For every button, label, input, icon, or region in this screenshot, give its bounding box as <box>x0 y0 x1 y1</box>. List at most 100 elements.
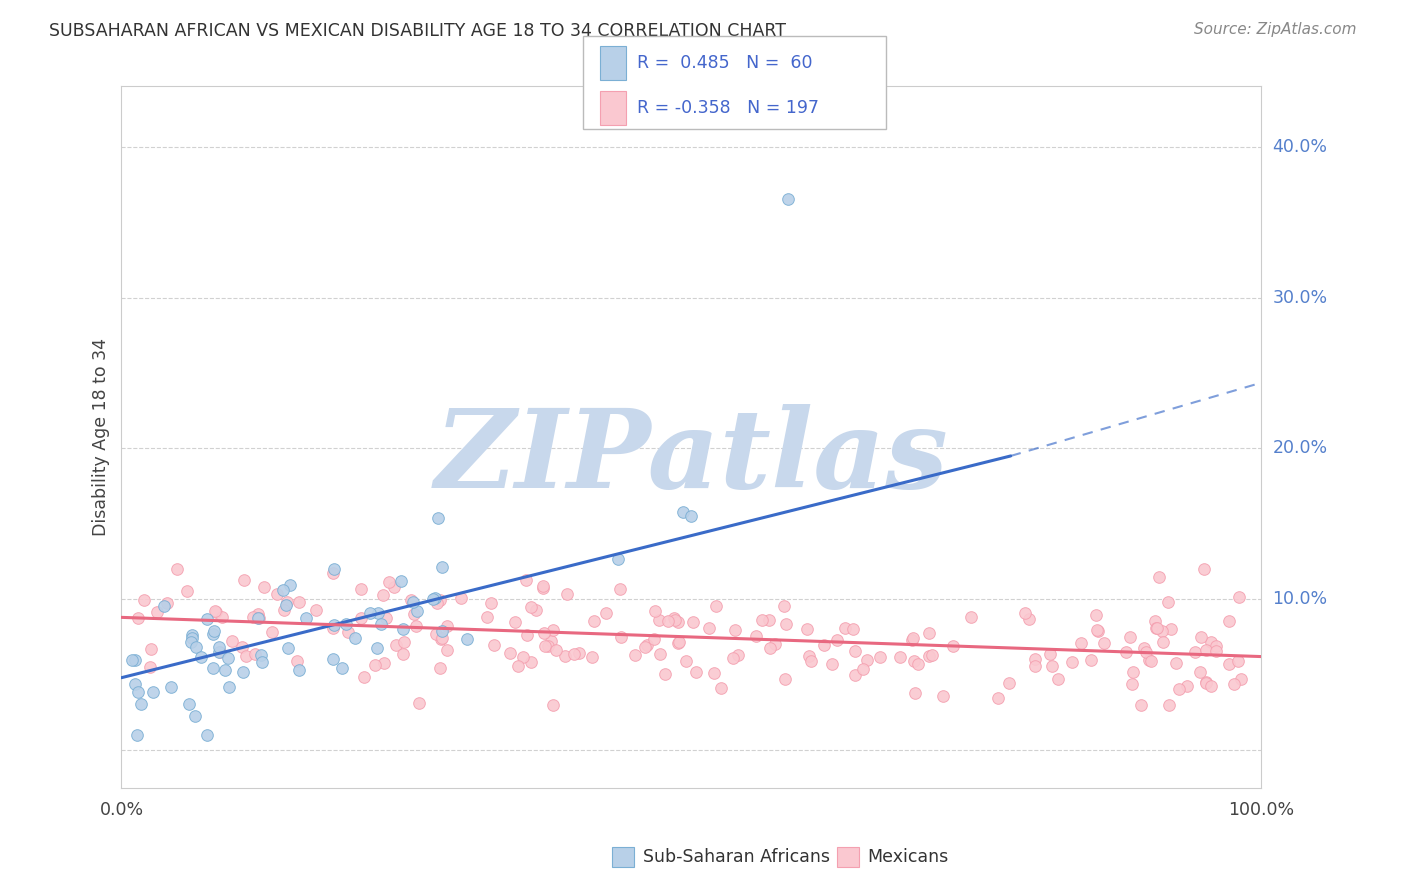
Point <box>520 600 543 615</box>
Point <box>1205 644 1227 658</box>
Text: Source: ZipAtlas.com: Source: ZipAtlas.com <box>1194 22 1357 37</box>
Point <box>710 681 733 695</box>
Point <box>555 587 578 601</box>
Point <box>773 599 796 613</box>
Point <box>124 677 146 691</box>
Point <box>125 728 148 742</box>
Text: 20.0%: 20.0% <box>1272 440 1327 458</box>
Point <box>1018 612 1040 626</box>
Point <box>724 624 747 638</box>
Point <box>554 648 576 663</box>
Point <box>378 574 401 589</box>
Point <box>505 615 527 630</box>
Point <box>1205 639 1227 653</box>
Point <box>1218 614 1240 628</box>
Point <box>232 665 254 680</box>
Point <box>540 634 562 648</box>
Point <box>907 657 929 671</box>
Point <box>367 606 389 620</box>
Point <box>869 650 891 665</box>
Point <box>249 648 271 662</box>
Point <box>1152 634 1174 648</box>
Point <box>429 592 451 607</box>
Point <box>682 615 704 630</box>
Text: Sub-Saharan Africans: Sub-Saharan Africans <box>643 848 830 866</box>
Point <box>129 697 152 711</box>
Point <box>745 629 768 643</box>
Point <box>1144 621 1167 635</box>
Point <box>359 606 381 620</box>
Point <box>190 650 212 665</box>
Point <box>903 631 925 645</box>
Point <box>852 662 875 676</box>
Point <box>274 598 297 612</box>
Point <box>332 661 354 675</box>
Y-axis label: Disability Age 18 to 34: Disability Age 18 to 34 <box>93 338 110 536</box>
Point <box>139 641 162 656</box>
Point <box>322 621 344 635</box>
Point <box>595 606 617 620</box>
Point <box>402 607 425 621</box>
Point <box>643 632 665 647</box>
Point <box>834 621 856 635</box>
Point <box>1195 674 1218 689</box>
Point <box>350 582 373 596</box>
Point <box>429 661 451 675</box>
Point <box>266 587 288 601</box>
Point <box>252 655 274 669</box>
Point <box>209 645 232 659</box>
Point <box>515 573 537 587</box>
Point <box>1070 636 1092 650</box>
Point <box>844 667 866 681</box>
Point <box>644 604 666 618</box>
Point <box>245 647 267 661</box>
Point <box>214 663 236 677</box>
Point <box>370 617 392 632</box>
Point <box>1223 677 1246 691</box>
Point <box>181 628 204 642</box>
Point <box>800 654 823 668</box>
Text: R =  0.485   N =  60: R = 0.485 N = 60 <box>637 54 813 72</box>
Point <box>121 653 143 667</box>
Point <box>581 650 603 665</box>
Point <box>533 639 555 653</box>
Point <box>1092 636 1115 650</box>
Point <box>672 505 695 519</box>
Point <box>903 654 925 668</box>
Point <box>666 636 689 650</box>
Point <box>1184 645 1206 659</box>
Point <box>385 638 408 652</box>
Point <box>374 611 396 625</box>
Point <box>844 644 866 658</box>
Point <box>1175 679 1198 693</box>
Point <box>512 649 534 664</box>
Point <box>1194 562 1216 576</box>
Point <box>648 613 671 627</box>
Point <box>204 605 226 619</box>
Point <box>432 632 454 646</box>
Point <box>184 708 207 723</box>
Point <box>568 646 591 660</box>
Point <box>524 603 547 617</box>
Point <box>1157 595 1180 609</box>
Point <box>1167 681 1189 696</box>
Point <box>392 647 415 661</box>
Point <box>247 610 270 624</box>
Point <box>607 552 630 566</box>
Point <box>531 579 554 593</box>
Text: 40.0%: 40.0% <box>1272 137 1327 156</box>
Point <box>176 583 198 598</box>
Point <box>180 631 202 645</box>
Point <box>405 619 427 633</box>
Point <box>1046 672 1069 686</box>
Point <box>1121 677 1143 691</box>
Point <box>322 561 344 575</box>
Point <box>285 654 308 668</box>
Point <box>1014 606 1036 620</box>
Point <box>1164 656 1187 670</box>
Point <box>681 509 703 524</box>
Point <box>657 614 679 628</box>
Point <box>821 657 844 672</box>
Point <box>1199 679 1222 693</box>
Point <box>353 670 375 684</box>
